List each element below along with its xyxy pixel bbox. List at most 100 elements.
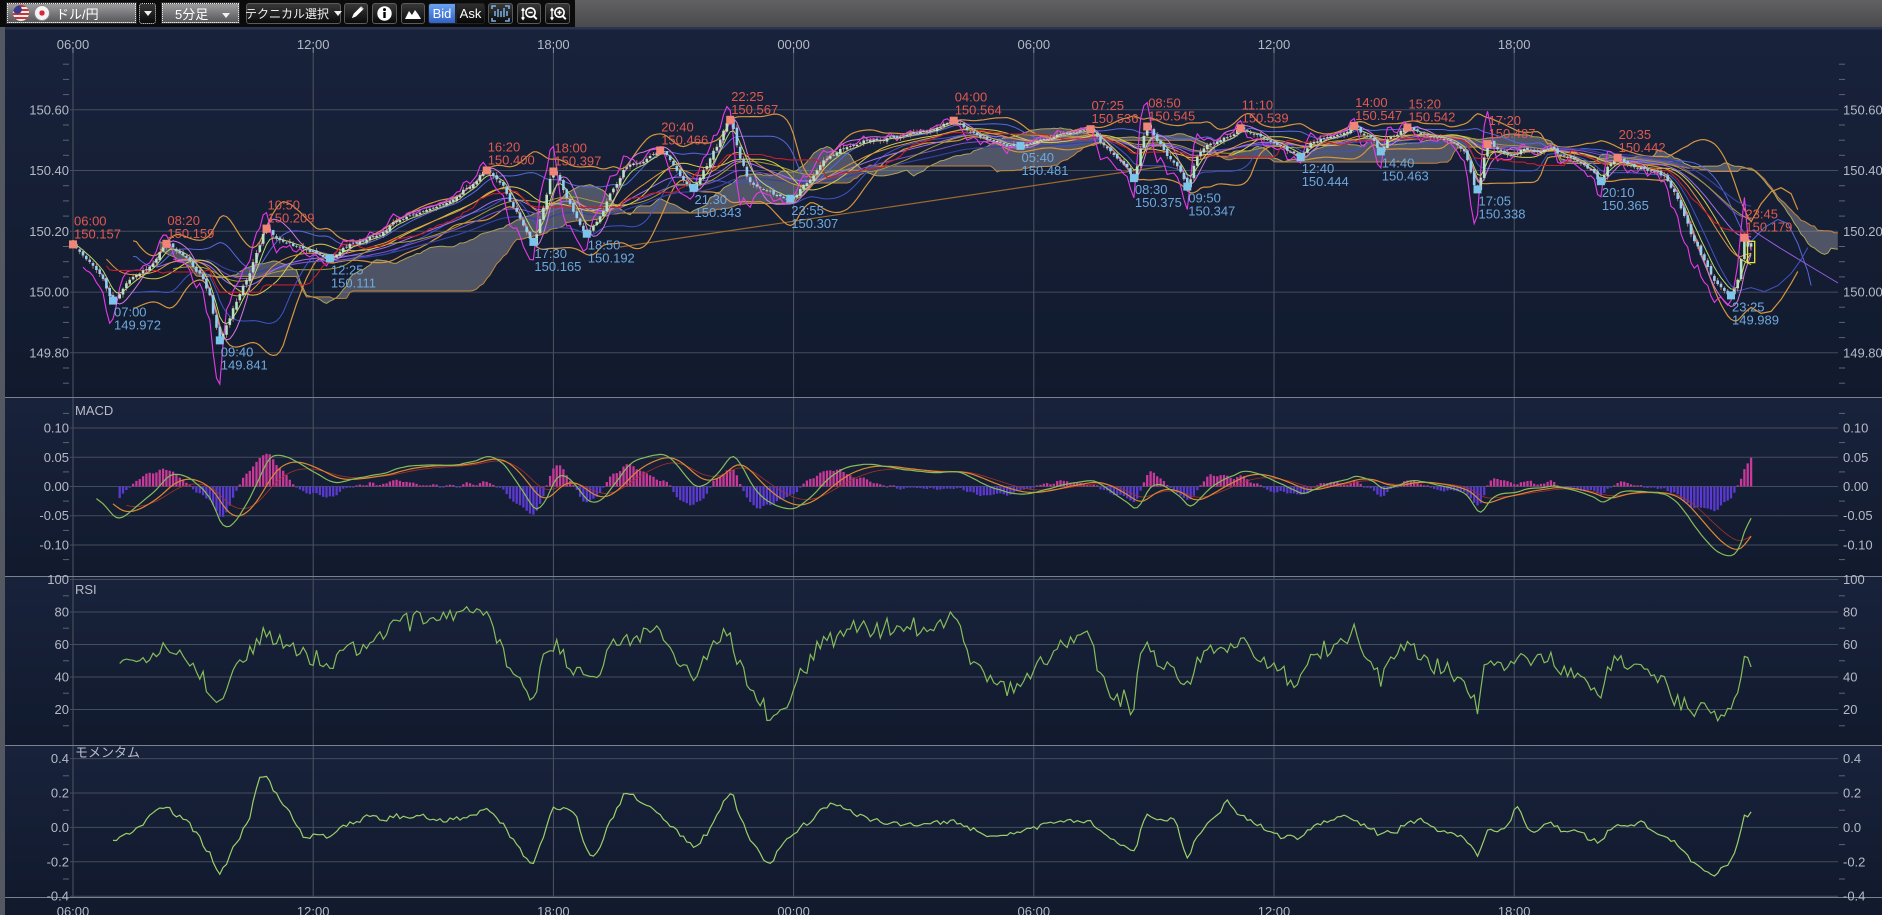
svg-text:150.00: 150.00 <box>1843 285 1882 300</box>
svg-text:18:50: 18:50 <box>588 238 621 253</box>
svg-text:150.00: 150.00 <box>29 285 69 300</box>
svg-text:20:40: 20:40 <box>661 120 694 135</box>
svg-text:06:00: 06:00 <box>74 213 107 228</box>
svg-text:15:20: 15:20 <box>1408 96 1441 111</box>
svg-text:RSI: RSI <box>75 582 97 597</box>
svg-text:09:40: 09:40 <box>221 344 254 359</box>
svg-text:150.397: 150.397 <box>554 154 601 169</box>
svg-text:07:25: 07:25 <box>1092 98 1125 113</box>
svg-text:150.307: 150.307 <box>791 216 838 231</box>
svg-text:60: 60 <box>1843 637 1857 652</box>
svg-text:150.375: 150.375 <box>1135 195 1182 210</box>
svg-text:18:00: 18:00 <box>1498 37 1531 52</box>
svg-text:100: 100 <box>47 572 69 587</box>
svg-text:0.05: 0.05 <box>44 450 69 465</box>
svg-text:-0.4: -0.4 <box>47 889 69 904</box>
svg-text:150.442: 150.442 <box>1619 140 1666 155</box>
svg-text:MACD: MACD <box>75 403 113 418</box>
svg-text:150.564: 150.564 <box>955 103 1002 118</box>
svg-text:149.989: 149.989 <box>1732 312 1779 327</box>
svg-text:150.338: 150.338 <box>1479 206 1526 221</box>
svg-text:-0.4: -0.4 <box>1843 889 1865 904</box>
svg-text:150.20: 150.20 <box>29 224 69 239</box>
svg-text:16:20: 16:20 <box>488 140 521 155</box>
svg-text:150.444: 150.444 <box>1302 174 1349 189</box>
svg-text:150.60: 150.60 <box>1843 102 1882 117</box>
svg-text:40: 40 <box>55 670 69 685</box>
svg-text:0.4: 0.4 <box>1843 751 1861 766</box>
svg-text:0.4: 0.4 <box>51 751 69 766</box>
svg-text:17:30: 17:30 <box>534 246 567 261</box>
svg-text:23:45: 23:45 <box>1745 207 1778 222</box>
svg-text:150.40: 150.40 <box>29 163 69 178</box>
svg-text:0.05: 0.05 <box>1843 450 1868 465</box>
svg-text:80: 80 <box>1843 605 1857 620</box>
svg-text:149.841: 149.841 <box>221 357 268 372</box>
svg-text:21:30: 21:30 <box>695 192 728 207</box>
svg-text:0.0: 0.0 <box>1843 820 1861 835</box>
svg-text:0.00: 0.00 <box>1843 479 1868 494</box>
svg-text:18:00: 18:00 <box>537 37 570 52</box>
svg-text:150.347: 150.347 <box>1188 204 1235 219</box>
svg-text:150.209: 150.209 <box>268 211 315 226</box>
svg-text:60: 60 <box>55 637 69 652</box>
svg-text:150.40: 150.40 <box>1843 163 1882 178</box>
svg-text:20:35: 20:35 <box>1619 127 1652 142</box>
svg-text:150.481: 150.481 <box>1022 163 1069 178</box>
svg-text:11:10: 11:10 <box>1242 97 1274 112</box>
svg-text:12:00: 12:00 <box>1258 37 1291 52</box>
svg-text:150.60: 150.60 <box>29 102 69 117</box>
svg-text:150.111: 150.111 <box>331 275 376 290</box>
svg-text:150.365: 150.365 <box>1602 198 1649 213</box>
svg-text:150.165: 150.165 <box>534 259 581 274</box>
svg-text:80: 80 <box>55 605 69 620</box>
svg-text:-0.2: -0.2 <box>1843 854 1865 869</box>
svg-text:-0.05: -0.05 <box>39 508 69 523</box>
svg-text:14:00: 14:00 <box>1355 95 1388 110</box>
svg-text:149.972: 149.972 <box>114 318 161 333</box>
svg-text:23:55: 23:55 <box>791 203 824 218</box>
svg-text:100: 100 <box>1843 572 1865 587</box>
svg-text:0.10: 0.10 <box>44 421 69 436</box>
svg-text:06:00: 06:00 <box>1018 37 1051 52</box>
svg-text:08:30: 08:30 <box>1135 182 1168 197</box>
svg-text:09:50: 09:50 <box>1188 191 1221 206</box>
svg-text:0.00: 0.00 <box>44 479 69 494</box>
svg-text:-0.05: -0.05 <box>1843 508 1873 523</box>
svg-text:18:00: 18:00 <box>554 141 587 156</box>
svg-text:150.400: 150.400 <box>488 153 535 168</box>
svg-text:150.179: 150.179 <box>1745 220 1792 235</box>
svg-text:-0.10: -0.10 <box>39 538 69 553</box>
svg-text:00:00: 00:00 <box>777 904 810 915</box>
svg-text:149.80: 149.80 <box>29 345 69 360</box>
svg-text:07:00: 07:00 <box>114 305 147 320</box>
svg-text:150.466: 150.466 <box>661 133 708 148</box>
svg-text:06:00: 06:00 <box>57 37 90 52</box>
svg-text:06:00: 06:00 <box>57 904 90 915</box>
svg-text:20: 20 <box>55 702 69 717</box>
svg-text:20:10: 20:10 <box>1602 185 1635 200</box>
svg-text:150.463: 150.463 <box>1382 168 1429 183</box>
svg-text:12:00: 12:00 <box>297 37 330 52</box>
svg-text:08:20: 08:20 <box>167 213 200 228</box>
svg-text:150.343: 150.343 <box>695 205 742 220</box>
svg-text:22:25: 22:25 <box>731 89 764 104</box>
svg-text:0.2: 0.2 <box>51 786 69 801</box>
svg-text:0.0: 0.0 <box>51 820 69 835</box>
svg-text:150.545: 150.545 <box>1148 109 1195 124</box>
svg-text:150.539: 150.539 <box>1242 110 1289 125</box>
svg-text:-0.2: -0.2 <box>47 854 69 869</box>
svg-text:08:50: 08:50 <box>1148 96 1181 111</box>
svg-text:12:00: 12:00 <box>1258 904 1291 915</box>
svg-text:150.20: 150.20 <box>1843 224 1882 239</box>
svg-text:12:40: 12:40 <box>1302 161 1335 176</box>
svg-text:14:40: 14:40 <box>1382 155 1415 170</box>
svg-text:20: 20 <box>1843 702 1857 717</box>
svg-text:150.487: 150.487 <box>1489 126 1536 141</box>
svg-text:04:00: 04:00 <box>955 90 988 105</box>
svg-text:モメンタム: モメンタム <box>75 745 140 760</box>
svg-text:12:25: 12:25 <box>331 262 364 277</box>
svg-text:10:50: 10:50 <box>268 198 301 213</box>
svg-text:06:00: 06:00 <box>1018 904 1051 915</box>
svg-text:0.2: 0.2 <box>1843 786 1861 801</box>
